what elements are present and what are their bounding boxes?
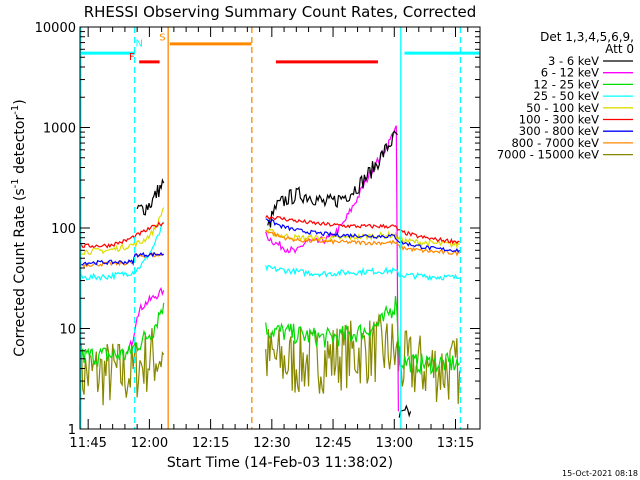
legend-label: 25 - 50 keV — [533, 89, 599, 103]
legend-header-1: Det 1,3,4,5,6,9, — [540, 30, 634, 44]
legend-label: 100 - 300 keV — [519, 113, 599, 127]
series-7000_15000keV — [79, 313, 461, 410]
flag-letter-F: F — [129, 52, 135, 63]
y-axis-label-mid: detector — [12, 115, 28, 179]
series-12_25keV — [79, 296, 461, 375]
series-line — [79, 221, 165, 282]
series-line — [136, 177, 165, 216]
series-line — [79, 221, 164, 249]
y-tick-label: 100 — [51, 222, 76, 237]
series-line — [265, 214, 460, 245]
series-line — [79, 328, 165, 410]
y-axis-label-sup2: -1 — [10, 105, 21, 115]
series-300_800keV — [79, 218, 461, 267]
series-line — [265, 218, 461, 253]
series-line — [267, 130, 398, 228]
flag-letter-N: N — [135, 38, 142, 49]
legend-label: 300 - 800 keV — [519, 124, 599, 138]
series-line — [79, 302, 165, 368]
x-tick-label: 13:15 — [437, 436, 474, 451]
series-50_100keV — [79, 207, 461, 256]
y-tick-label: 10 — [59, 323, 76, 338]
legend-label: 50 - 100 keV — [526, 101, 599, 115]
footer-timestamp: 15-Oct-2021 08:18 — [562, 469, 638, 478]
series-layer — [79, 125, 461, 418]
series-line — [79, 252, 164, 268]
legend-label: 800 - 7000 keV — [511, 136, 599, 150]
legend-label: 6 - 12 keV — [541, 66, 599, 80]
series-25_50keV — [79, 221, 460, 282]
series-line — [79, 207, 165, 256]
y-axis-label-main: Corrected Count Rate (s — [12, 188, 28, 356]
x-axis-label: Start Time (14-Feb-03 11:38:02) — [167, 455, 393, 471]
x-tick-label: 12:30 — [253, 436, 290, 451]
y-axis-label-sup1: -1 — [10, 178, 21, 188]
series-line — [265, 296, 461, 375]
series-line — [265, 227, 461, 249]
legend-label: 3 - 6 keV — [548, 54, 599, 68]
chart-title: RHESSI Observing Summary Count Rates, Co… — [84, 3, 477, 21]
series-line — [265, 313, 461, 405]
y-axis-label-end: ) — [12, 99, 28, 104]
series-line — [265, 264, 460, 282]
x-tick-label: 12:00 — [131, 436, 168, 451]
series-line — [265, 229, 461, 257]
y-tick-label: 10000 — [35, 21, 76, 36]
x-tick-label: 11:45 — [69, 436, 106, 451]
series-100_300keV — [79, 214, 460, 249]
legend-label: 12 - 25 keV — [533, 77, 599, 91]
y-tick-label: 1 — [68, 423, 76, 438]
legend-header-2: Att 0 — [605, 42, 634, 56]
x-tick-label: 12:45 — [314, 436, 351, 451]
x-tick-label: 12:15 — [192, 436, 229, 451]
flag-letter-S: S — [159, 33, 165, 44]
flag-bars: NF S — [80, 33, 480, 64]
series-800_7000keV — [79, 229, 461, 268]
y-tick-label: 1000 — [43, 122, 76, 137]
x-tick-label: 13:00 — [376, 436, 413, 451]
axes: 1 10 100 1000 10000 11:45 12:00 12:15 12:30 12:45… — [35, 21, 480, 451]
y-axis-label: Corrected Count Rate (s-1 detector-1) — [10, 99, 28, 356]
legend-label: 7000 - 15000 keV — [497, 148, 599, 162]
series-line — [126, 286, 165, 353]
series-line — [79, 251, 165, 267]
